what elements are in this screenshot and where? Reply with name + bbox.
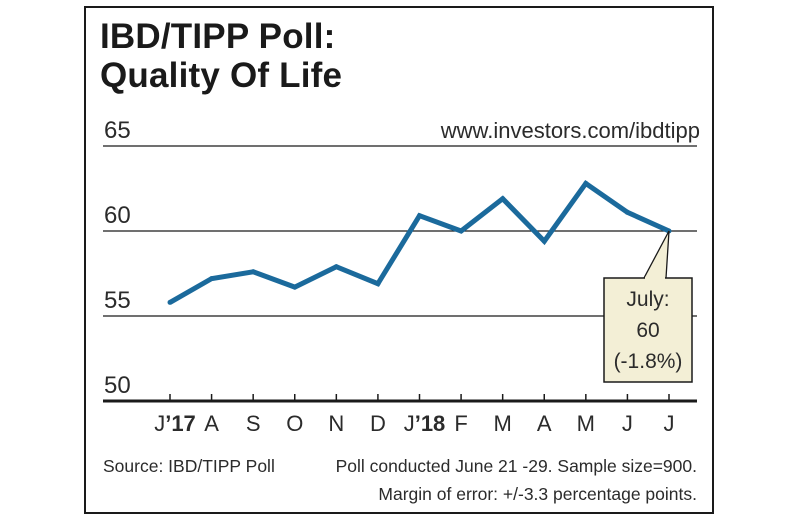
x-tick-label: J bbox=[664, 411, 675, 436]
y-tick-label: 50 bbox=[104, 372, 131, 399]
x-tick-label: S bbox=[246, 411, 261, 436]
y-tick-labels: 50 55 60 65 bbox=[104, 117, 131, 399]
callout-line: (-1.8%) bbox=[614, 350, 683, 373]
y-tick-label: 60 bbox=[104, 202, 131, 229]
x-tick-label: J’18 bbox=[404, 411, 446, 436]
x-tick-label: N bbox=[328, 411, 344, 436]
x-tick-label: M bbox=[577, 411, 595, 436]
x-tick-label: A bbox=[537, 411, 552, 436]
chart-title: IBD/TIPP Poll: Quality Of Life bbox=[100, 17, 343, 95]
y-tick-label: 55 bbox=[104, 287, 131, 314]
data-point bbox=[583, 180, 589, 186]
y-tick-label: 65 bbox=[104, 117, 131, 144]
x-tick-label: D bbox=[370, 411, 386, 436]
x-tick-label: F bbox=[454, 411, 467, 436]
gridlines bbox=[103, 145, 697, 403]
source-url[interactable]: www.investors.com/ibdtipp bbox=[440, 118, 700, 143]
data-point bbox=[167, 299, 173, 305]
margin-note: Margin of error: +/-3.3 percentage point… bbox=[378, 484, 697, 504]
poll-note: Poll conducted June 21 -29. Sample size=… bbox=[336, 456, 697, 476]
data-point bbox=[417, 213, 422, 219]
callout: July: 60 (-1.8%) bbox=[603, 230, 693, 383]
data-point bbox=[624, 209, 630, 215]
chart-frame bbox=[84, 6, 714, 514]
data-point bbox=[458, 228, 464, 234]
callout-pointer bbox=[642, 230, 670, 279]
callout-line: 60 bbox=[636, 319, 659, 342]
callout-line: July: bbox=[626, 288, 669, 311]
x-tick-label: M bbox=[494, 411, 512, 436]
data-point bbox=[375, 281, 381, 287]
title-line-2: Quality Of Life bbox=[100, 55, 343, 95]
title-line-1: IBD/TIPP Poll: bbox=[100, 17, 336, 56]
source-note: Source: IBD/TIPP Poll bbox=[103, 456, 275, 476]
data-point bbox=[292, 284, 298, 290]
series-line bbox=[168, 179, 671, 305]
data-point bbox=[333, 264, 339, 270]
x-tick-label: J’17 bbox=[154, 411, 196, 436]
data-point bbox=[209, 276, 215, 282]
x-tick-label: A bbox=[204, 411, 219, 436]
callout-box bbox=[603, 277, 693, 383]
x-tick-label: J bbox=[622, 411, 633, 436]
x-tick-label: O bbox=[286, 411, 303, 436]
data-point bbox=[250, 269, 256, 275]
x-tick-labels: J’17 A S O N D J’18 F M A M J J bbox=[154, 394, 675, 436]
data-point bbox=[541, 238, 547, 244]
data-point bbox=[500, 196, 506, 202]
series bbox=[167, 179, 672, 305]
